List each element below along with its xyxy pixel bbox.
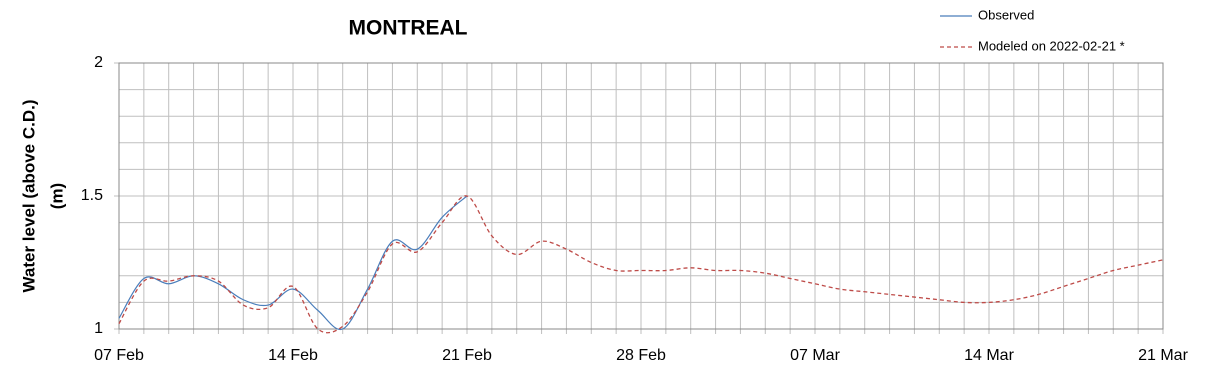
x-tick-label: 14 Mar [964,347,1014,364]
x-tick-label: 07 Mar [790,347,840,364]
x-tick-label: 21 Mar [1138,347,1188,364]
series-line [118,195,1164,334]
legend-label: Modeled on 2022-02-21 * [978,38,1125,53]
x-tick-label: 21 Feb [442,347,492,364]
y-axis-title: Water level (above C.D.) (m) [19,99,66,292]
y-tick-label: 2 [94,54,103,71]
series-line [118,195,468,331]
legend-label: Observed [978,7,1034,22]
y-label-line: (m) [47,183,66,209]
x-tick-label: 07 Feb [94,347,144,364]
chart-title: MONTREAL [349,17,468,40]
x-tick-label: 14 Feb [268,347,318,364]
x-tick-label: 28 Feb [616,347,666,364]
plot-border [118,62,1164,330]
y-tick-label: 1 [94,320,103,337]
y-tick-label: 1.5 [81,187,103,204]
y-label-line: Water level (above C.D.) [19,99,38,292]
